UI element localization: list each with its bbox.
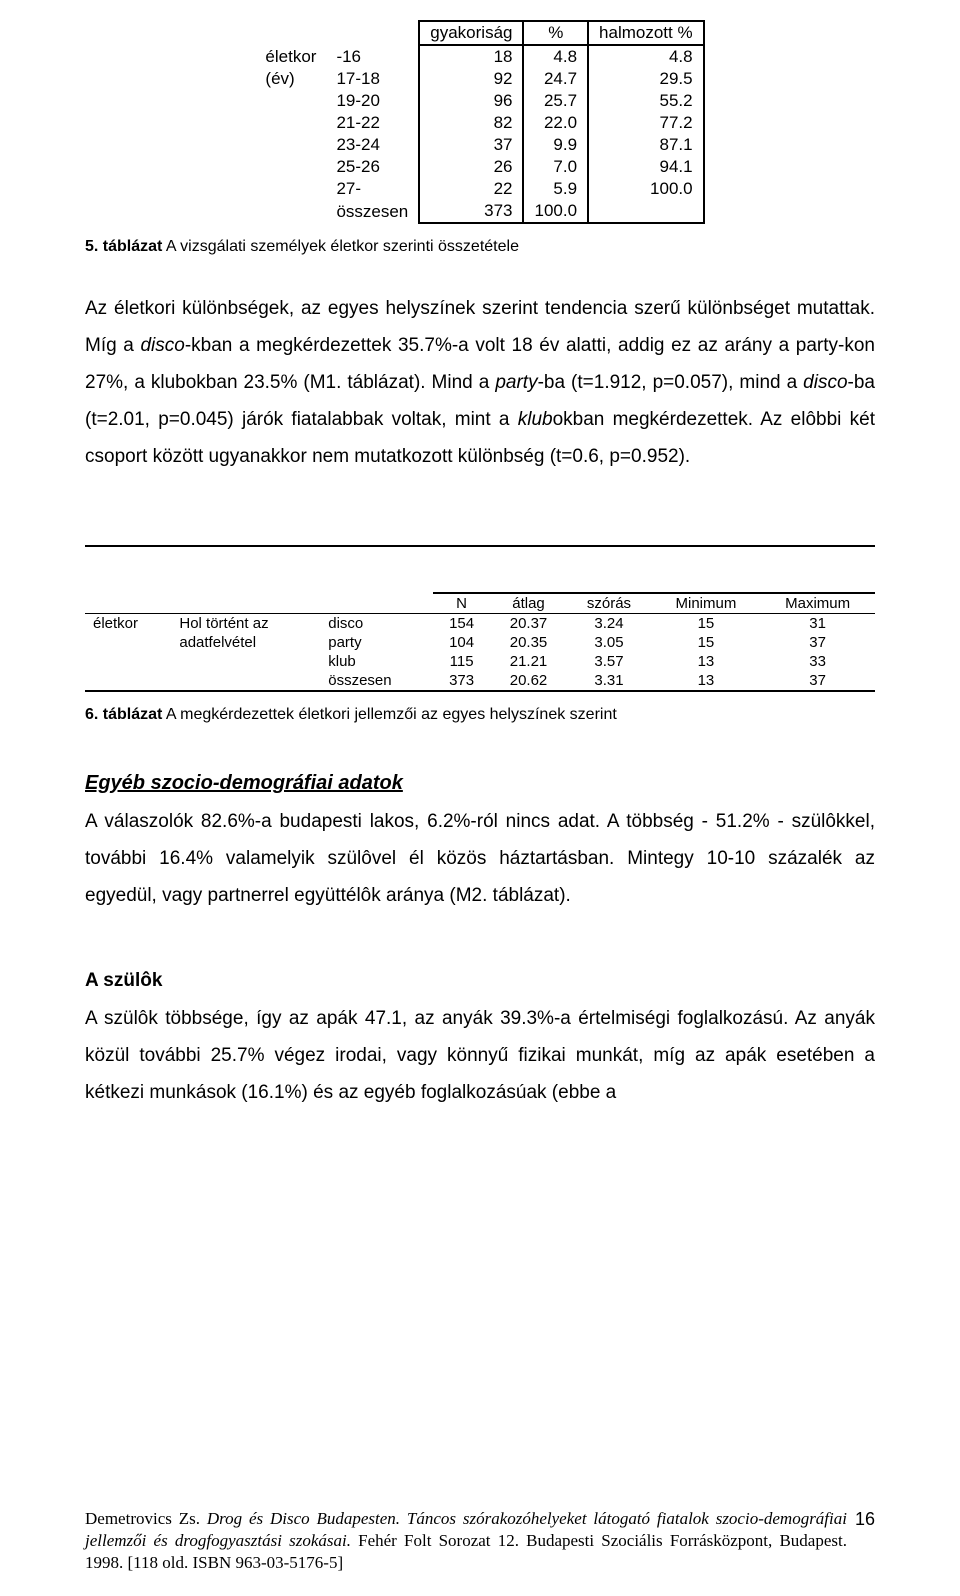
cell-c-0: 4.8 — [588, 45, 704, 68]
col-header-percent: % — [523, 21, 588, 45]
footer-author: Demetrovics Zs. — [85, 1509, 207, 1528]
cell-c-1: 29.5 — [588, 68, 704, 90]
cell-g-2: 96 — [419, 90, 523, 112]
col-max: Maximum — [760, 593, 875, 614]
cell-g-7: 373 — [419, 200, 523, 223]
row-label-0: -16 — [326, 45, 419, 68]
paragraph-2: A válaszolók 82.6%-a budapesti lakos, 6.… — [85, 803, 875, 914]
cell-p-4: 9.9 — [523, 134, 588, 156]
caption-number-5: 5. táblázat — [85, 238, 162, 255]
table-5-age-distribution: gyakoriság % halmozott % életkor -16 18 … — [255, 20, 704, 224]
col-mean: átlag — [491, 593, 567, 614]
row-label-7: összesen — [326, 200, 419, 223]
row-label-6: 27- — [326, 178, 419, 200]
col-header-cumulative: halmozott % — [588, 21, 704, 45]
paragraph-1: Az életkori különbségek, az egyes helysz… — [85, 290, 875, 475]
r6-mi-1: 15 — [652, 633, 761, 652]
col-header-frequency: gyakoriság — [419, 21, 523, 45]
r6-s-0: 3.24 — [566, 614, 651, 634]
r6-ma-2: 33 — [760, 652, 875, 671]
table-6-age-by-venue: N átlag szórás Minimum Maximum életkor H… — [85, 545, 875, 692]
cell-g-4: 37 — [419, 134, 523, 156]
cell-p-2: 25.7 — [523, 90, 588, 112]
caption-text-5: A vizsgálati személyek életkor szerinti … — [162, 238, 519, 255]
row-label-2: 19-20 — [326, 90, 419, 112]
cell-p-7: 100.0 — [523, 200, 588, 223]
row-label-1: 17-18 — [326, 68, 419, 90]
r6-mi-2: 13 — [652, 652, 761, 671]
row-label-4: 23-24 — [326, 134, 419, 156]
r6-s-2: 3.57 — [566, 652, 651, 671]
cell-c-5: 94.1 — [588, 156, 704, 178]
cell-g-0: 18 — [419, 45, 523, 68]
rowhead-by2: adatfelvétel — [171, 633, 320, 652]
cell-c-3: 77.2 — [588, 112, 704, 134]
r6-n-1: 104 — [433, 633, 491, 652]
cell-c-6: 100.0 — [588, 178, 704, 200]
page-number: 16 — [855, 1508, 875, 1531]
cell-p-1: 24.7 — [523, 68, 588, 90]
r6-label-0: disco — [320, 614, 432, 634]
r6-m-0: 20.37 — [491, 614, 567, 634]
paragraph-3: A szülôk többsége, így az apák 47.1, az … — [85, 1000, 875, 1111]
cell-c-4: 87.1 — [588, 134, 704, 156]
r6-n-2: 115 — [433, 652, 491, 671]
cell-g-3: 82 — [419, 112, 523, 134]
page-footer: 16 Demetrovics Zs. Drog és Disco Budapes… — [85, 1508, 875, 1574]
rowhead-var: életkor — [85, 614, 171, 634]
rowhead-by1: Hol történt az — [171, 614, 320, 634]
r6-mi-0: 15 — [652, 614, 761, 634]
row-header-age-line2: (év) — [255, 68, 326, 90]
r6-s-1: 3.05 — [566, 633, 651, 652]
row-label-3: 21-22 — [326, 112, 419, 134]
r6-label-1: party — [320, 633, 432, 652]
r6-ma-0: 31 — [760, 614, 875, 634]
cell-c-2: 55.2 — [588, 90, 704, 112]
cell-c-7 — [588, 200, 704, 223]
r6-label-2: klub — [320, 652, 432, 671]
section-heading-sociodemographic: Egyéb szocio-demográfiai adatok — [85, 772, 875, 795]
r6-m-2: 21.21 — [491, 652, 567, 671]
cell-p-0: 4.8 — [523, 45, 588, 68]
document-page: gyakoriság % halmozott % életkor -16 18 … — [0, 0, 960, 1596]
r6-n-0: 154 — [433, 614, 491, 634]
cell-g-1: 92 — [419, 68, 523, 90]
cell-g-5: 26 — [419, 156, 523, 178]
cell-p-6: 5.9 — [523, 178, 588, 200]
subsection-heading-parents: A szülôk — [85, 970, 875, 992]
row-header-age-line1: életkor — [255, 45, 326, 68]
r6-s-3: 3.31 — [566, 671, 651, 691]
r6-mi-3: 13 — [652, 671, 761, 691]
col-sd: szórás — [566, 593, 651, 614]
cell-g-6: 22 — [419, 178, 523, 200]
r6-n-3: 373 — [433, 671, 491, 691]
r6-m-1: 20.35 — [491, 633, 567, 652]
caption-table-6: 6. táblázat A megkérdezettek életkori je… — [85, 706, 875, 724]
r6-m-3: 20.62 — [491, 671, 567, 691]
caption-number-6: 6. táblázat — [85, 706, 162, 723]
r6-ma-1: 37 — [760, 633, 875, 652]
r6-label-3: összesen — [320, 671, 432, 691]
caption-table-5: 5. táblázat A vizsgálati személyek életk… — [85, 238, 875, 256]
caption-text-6: A megkérdezettek életkori jellemzői az e… — [162, 706, 616, 723]
cell-p-3: 22.0 — [523, 112, 588, 134]
r6-ma-3: 37 — [760, 671, 875, 691]
cell-p-5: 7.0 — [523, 156, 588, 178]
col-min: Minimum — [652, 593, 761, 614]
col-n: N — [433, 593, 491, 614]
row-label-5: 25-26 — [326, 156, 419, 178]
